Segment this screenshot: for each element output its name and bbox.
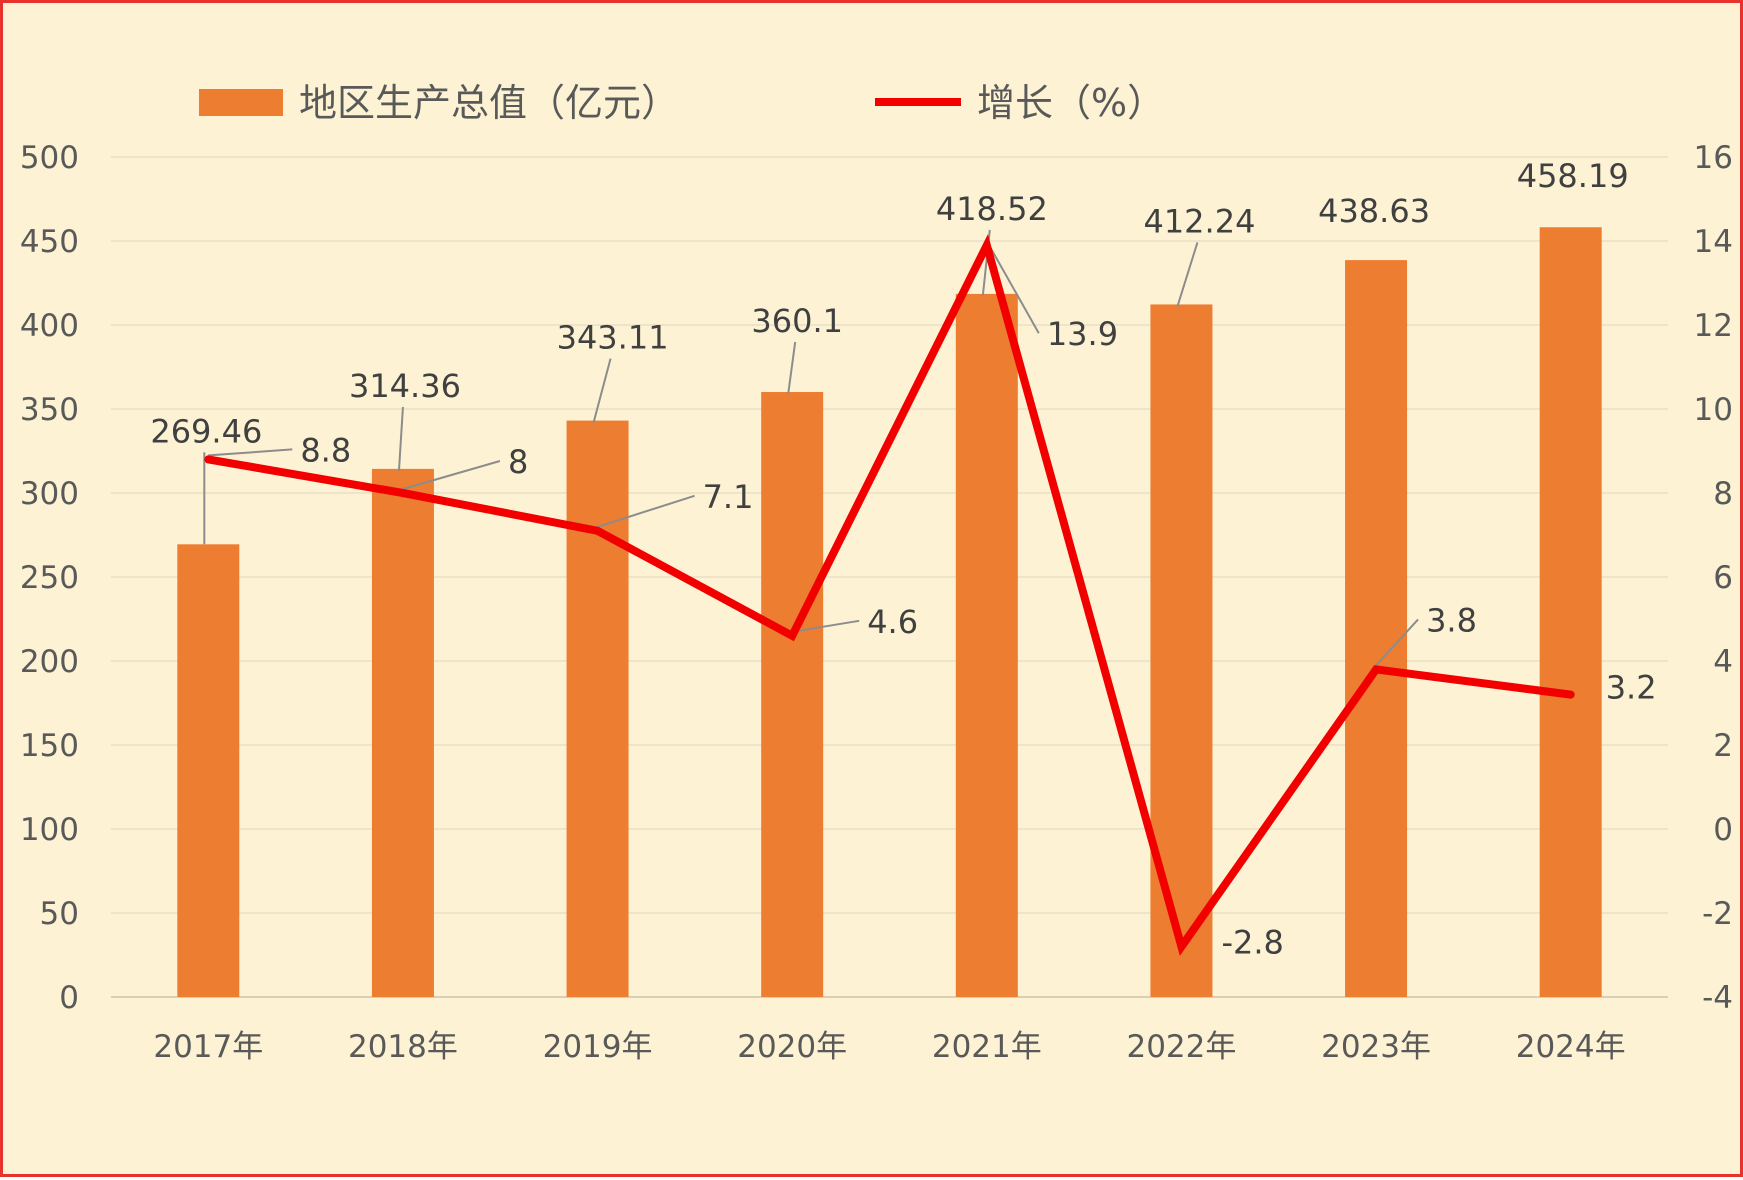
x-category-label: 2019年 [543,1029,653,1065]
growth-value-label: 7.1 [703,478,754,516]
bar-value-label: 412.24 [1143,202,1255,240]
legend-bar-swatch [199,89,283,116]
y-right-tick-label: 0 [1713,812,1733,848]
bar [761,392,823,997]
bar [956,294,1018,997]
growth-value-label: 8 [508,443,528,481]
y-left-tick-label: 200 [20,644,79,680]
y-left-tick-label: 300 [20,476,79,512]
y-left-tick-label: 500 [20,140,79,176]
bar [567,421,629,997]
x-category-label: 2018年 [348,1029,458,1065]
y-right-tick-label: -4 [1702,980,1733,1016]
x-category-label: 2023年 [1321,1029,1431,1065]
x-category-label: 2020年 [737,1029,847,1065]
y-right-tick-label: 6 [1713,560,1733,596]
legend-bar-label: 地区生产总值（亿元） [299,81,679,125]
gridlines [111,157,1668,997]
bar-value-label: 314.36 [349,367,461,405]
growth-value-label: 3.8 [1426,601,1477,639]
y-left-tick-label: 150 [20,728,79,764]
y-right-tick-label: 12 [1694,308,1733,344]
bar-value-label: 343.11 [557,319,669,357]
bar [177,544,239,997]
x-category-label: 2022年 [1126,1029,1236,1065]
bar-value-label: 269.46 [150,412,262,450]
y-left-tick-label: 250 [20,560,79,596]
bar-label-leader [399,407,403,471]
growth-value-label: -2.8 [1221,924,1283,962]
bar [1345,260,1407,997]
y-left-tick-label: 0 [59,980,79,1016]
y-left-tick-label: 100 [20,812,79,848]
y-right-tick-label: 10 [1694,392,1733,428]
y-left-tick-label: 50 [40,896,79,932]
legend: 地区生产总值（亿元） 增长（%） [199,81,1165,125]
bar-value-label: 458.19 [1517,157,1629,195]
y-right-tick-label: 14 [1694,224,1733,260]
growth-value-label: 13.9 [1047,315,1118,353]
bar-value-label: 418.52 [936,190,1048,228]
x-category-label: 2017年 [153,1029,263,1065]
y-right-tick-label: 8 [1713,476,1733,512]
growth-value-label: 4.6 [867,603,918,641]
bar-value-label: 360.1 [751,302,843,340]
chart-svg: 0 50 100 150 200 250 300 350 400 450 500 -4 -2 0 2 4 6 8 1… [3,3,1743,1180]
y-right-tick-label: 2 [1713,728,1733,764]
bar-value-label: 438.63 [1318,192,1430,230]
legend-line-label: 增长（%） [977,81,1165,125]
x-category-label: 2021年 [932,1029,1042,1065]
bar [1150,304,1212,997]
growth-value-label: 3.2 [1606,669,1657,707]
x-category-label: 2024年 [1516,1029,1626,1065]
y-left-tick-label: 350 [20,392,79,428]
bar-label-leader [594,359,611,423]
y-left-tick-label: 450 [20,224,79,260]
growth-value-label: 8.8 [300,431,351,469]
y-right-tick-label: 4 [1713,644,1733,680]
bar [372,469,434,997]
y-left-tick-label: 400 [20,308,79,344]
y-right-tick-label: 16 [1694,140,1733,176]
bar-label-leader [788,342,795,394]
y-right-tick-label: -2 [1702,896,1733,932]
bar [1540,227,1602,997]
bar-label-leader [1177,242,1197,306]
